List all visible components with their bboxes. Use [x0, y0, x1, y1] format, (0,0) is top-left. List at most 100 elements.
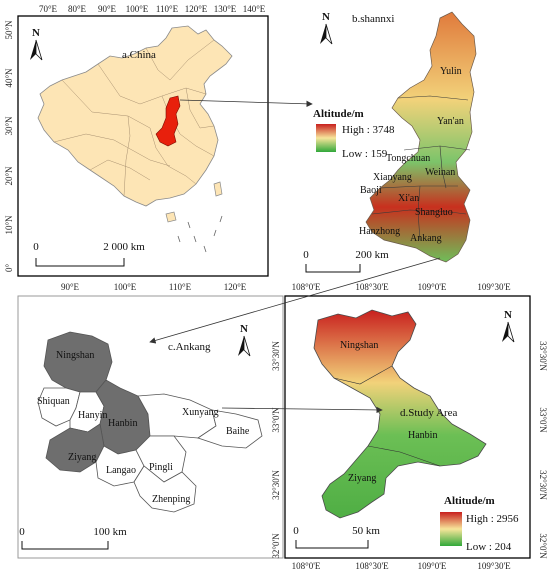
tick-label: 109°0'E	[418, 561, 447, 571]
china-scale-bar: 0 2 000 km	[33, 241, 145, 267]
connector-arrows	[149, 99, 441, 414]
shaanxi-city-lines	[371, 95, 471, 241]
tick-label: 0°	[4, 264, 14, 273]
study-bottom-ticks: 108°0'E 108°30'E 109°0'E 109°30'E	[292, 561, 511, 571]
tick-label: 109°30'E	[477, 561, 511, 571]
tick-label: 120°E	[224, 282, 247, 292]
arrow-ankang-to-study	[221, 406, 383, 414]
tick-label: 90°E	[61, 282, 80, 292]
north-arrow-icon: N	[238, 323, 251, 357]
place-label: Hanzhong	[359, 226, 400, 237]
legend-high: High : 3748	[342, 124, 395, 136]
tick-label: 110°E	[156, 4, 179, 14]
china-bottom-ticks: 90°E 100°E 110°E 120°E	[61, 282, 247, 292]
study-scale-bar: 0 50 km	[293, 525, 380, 549]
taiwan-island	[213, 181, 223, 197]
tick-label: 110°E	[169, 282, 192, 292]
legend-ramp	[440, 512, 462, 546]
county-label: Shiquan	[37, 396, 70, 407]
arrow-china-to-shaanxi	[179, 99, 313, 108]
panel-label-study: d.Study Area	[400, 407, 458, 419]
county-label: Xunyang	[182, 407, 219, 418]
tick-label: 40°N	[4, 68, 14, 88]
county-label: Langao	[106, 465, 136, 476]
county-label: Baihe	[226, 426, 250, 437]
ankang-counties	[37, 331, 263, 513]
shaanxi-highlight	[155, 95, 181, 147]
tick-label: 109°30'E	[477, 282, 511, 292]
study-left-ticks: 33°30'N 33°0'N 32°30'N 32°0'N	[271, 341, 281, 559]
hainan-island	[165, 211, 177, 223]
tick-label: 70°E	[39, 4, 58, 14]
county-zhenping	[133, 465, 197, 513]
tick-label: 33°30'N	[538, 341, 548, 371]
tick-label: 20°N	[4, 166, 14, 186]
shaanxi-place-labels: Yulin Yan'an Tongchuan Weinan Xianyang B…	[359, 66, 464, 244]
north-label: N	[322, 11, 330, 23]
place-label: Yulin	[440, 66, 462, 77]
tick-label: 32°0'N	[538, 533, 548, 559]
legend-ramp	[316, 124, 336, 152]
panel-china: 70°E 80°E 90°E 100°E 110°E 120°E 130°E 1…	[4, 4, 269, 292]
tick-label: 130°E	[214, 4, 237, 14]
place-label: Tongchuan	[386, 153, 430, 164]
place-label: Xianyang	[373, 172, 412, 183]
scale-distance: 200 km	[355, 249, 389, 261]
shaanxi-legend: Altitude/m High : 3748 Low : 159	[313, 108, 395, 160]
tick-label: 33°0'N	[538, 407, 548, 433]
shaanxi-dem-map	[365, 11, 477, 263]
scale-zero: 0	[303, 249, 309, 261]
study-legend: Altitude/m High : 2956 Low : 204	[440, 495, 519, 553]
tick-label: 90°E	[98, 4, 117, 14]
shaanxi-scale-bar: 0 200 km	[303, 249, 389, 273]
tick-label: 108°0'E	[292, 561, 321, 571]
county-baihe	[197, 409, 263, 449]
north-label: N	[504, 309, 512, 321]
study-frame	[284, 295, 531, 559]
place-label: Ningshan	[340, 340, 378, 351]
ankang-scale-bar: 0 100 km	[19, 526, 127, 550]
county-label: Hanbin	[108, 418, 137, 429]
legend-title: Altitude/m	[313, 108, 364, 120]
tick-label: 108°30'E	[355, 561, 389, 571]
china-outline	[37, 25, 233, 207]
legend-high: High : 2956	[466, 513, 519, 525]
tick-label: 30°N	[4, 116, 14, 136]
scale-distance: 100 km	[93, 526, 127, 538]
county-label: Zhenping	[152, 494, 190, 505]
panel-label-ankang: c.Ankang	[168, 341, 211, 353]
tick-label: 50°N	[4, 20, 14, 40]
north-arrow-icon: N	[320, 11, 333, 45]
place-label: Ziyang	[348, 473, 376, 484]
scale-zero: 0	[33, 241, 39, 253]
legend-low: Low : 159	[342, 148, 388, 160]
china-left-ticks: 50°N 40°N 30°N 20°N 10°N 0°	[4, 20, 14, 272]
legend-low: Low : 204	[466, 541, 512, 553]
scale-zero: 0	[293, 525, 299, 537]
china-frame	[17, 15, 269, 277]
tick-label: 32°30'N	[538, 470, 548, 500]
ankang-county-labels: Ningshan Shiquan Hanyin Hanbin Xunyang B…	[37, 350, 250, 505]
tick-label: 108°30'E	[355, 282, 389, 292]
south-sea-dashes	[177, 215, 223, 253]
county-ziyang	[45, 423, 105, 473]
panel-label-china: a.China	[122, 49, 156, 61]
county-label: Hanyin	[78, 410, 107, 421]
north-label: N	[240, 323, 248, 335]
county-label: Ningshan	[56, 350, 94, 361]
panel-study-area: 108°0'E 108°30'E 109°0'E 109°30'E 108°0'…	[271, 282, 548, 571]
tick-label: 80°E	[68, 4, 87, 14]
place-label: Shangluo	[415, 207, 453, 218]
county-label: Ziyang	[68, 452, 96, 463]
tick-label: 120°E	[185, 4, 208, 14]
north-label: N	[32, 27, 40, 39]
place-label: Hanbin	[408, 430, 437, 441]
scale-distance: 50 km	[352, 525, 380, 537]
tick-label: 32°30'N	[271, 470, 281, 500]
study-right-ticks: 33°30'N 33°0'N 32°30'N 32°0'N	[538, 341, 548, 559]
tick-label: 33°0'N	[271, 407, 281, 433]
study-county-lines	[333, 365, 441, 467]
tick-label: 10°N	[4, 215, 14, 235]
panel-shannxi: b.shannxi N Yulin Yan'an Tongchuan Weina…	[303, 11, 477, 273]
